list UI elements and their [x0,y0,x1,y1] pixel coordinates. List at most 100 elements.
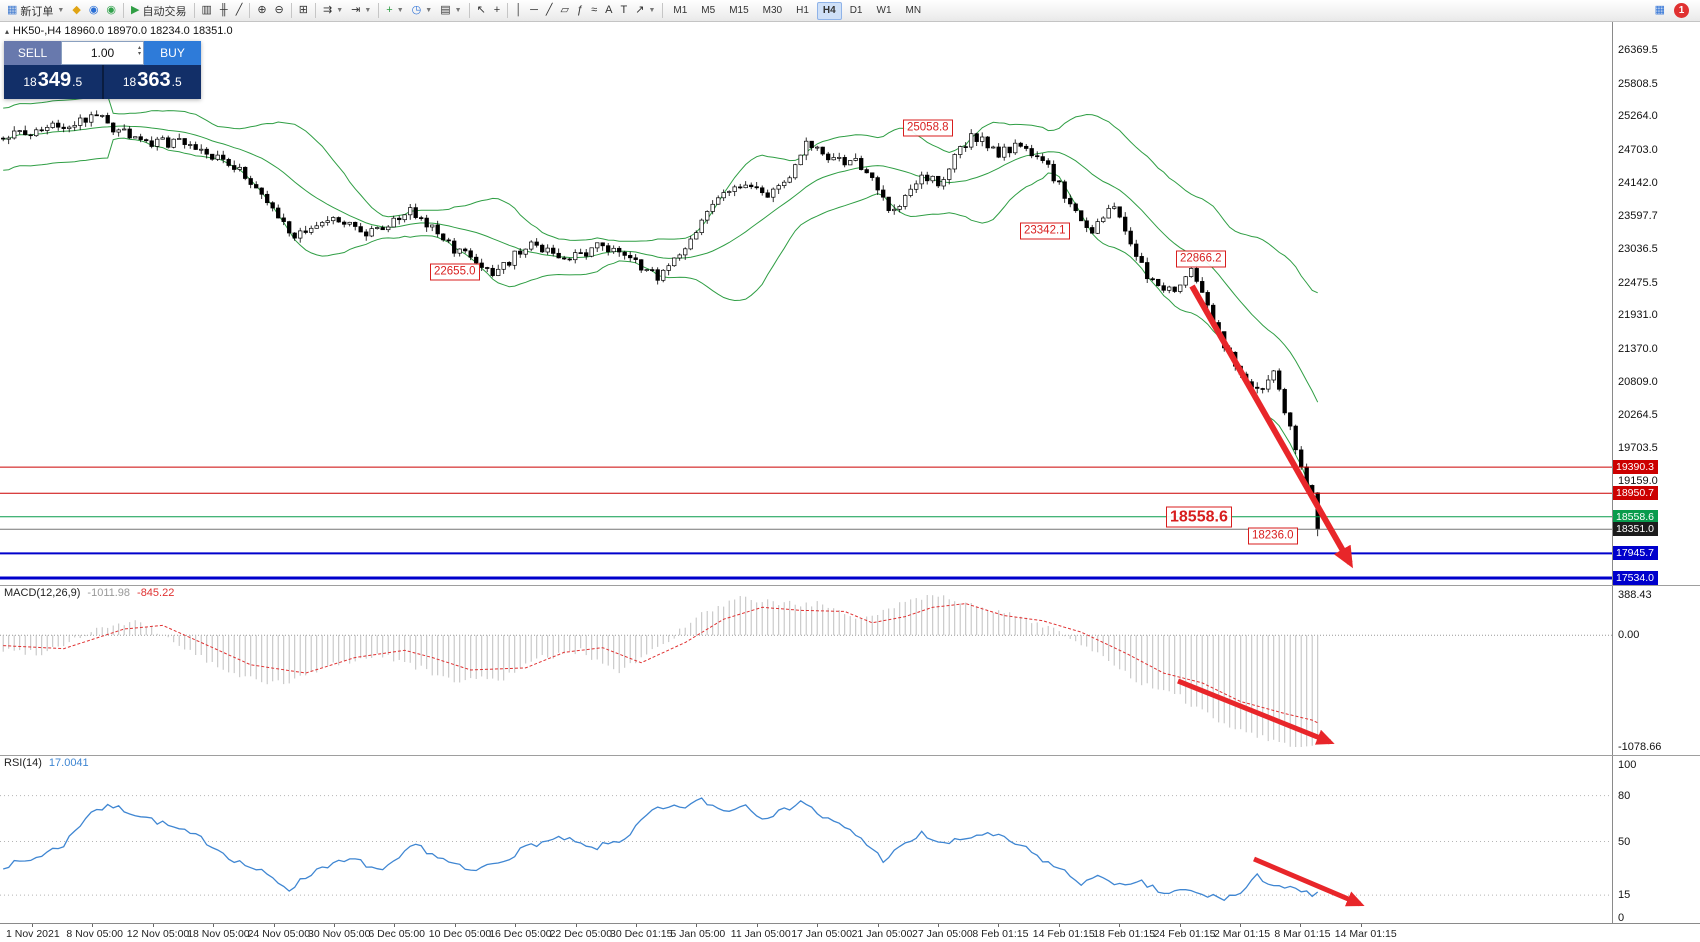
spinner-up-icon[interactable]: ▴ [137,45,141,51]
community-icon[interactable]: ◉ [85,1,103,20]
time-axis-label: 12 Nov 05:00 [126,928,190,940]
trend-arrow [1189,284,1353,569]
zoom-in-icon[interactable]: ⊕ [253,1,270,20]
time-axis-tick [817,924,819,927]
panel-divider[interactable] [0,585,1700,586]
candlestick-chart-type-icon[interactable]: ╫ [216,1,232,20]
time-axis-label: 8 Feb 01:15 [972,928,1029,940]
notification-badge[interactable]: 1 [1674,3,1689,18]
chart-shift-icon[interactable]: ⇥ ▼ [347,1,375,20]
arrows-tool-icon[interactable]: ↗ ▼ [631,1,659,20]
chart-title-text: HK50-,H4 18960.0 18970.0 18234.0 18351.0 [13,25,233,37]
time-axis-label: 1 Nov 2021 [6,928,60,940]
caret-down-icon: ▼ [454,7,462,14]
price-axis-label: 23597.7 [1618,209,1658,222]
time-axis-tick [938,924,939,927]
crosshair-icon-glyph: + [493,4,501,16]
line-chart-type-icon-glyph: ╱ [235,4,243,16]
timeframe-m15-button[interactable]: M15 [729,5,749,16]
buy-price-button[interactable]: 18 363.5 [103,65,201,99]
waves-icon[interactable]: ≈ [587,1,601,20]
toolbar-separator [249,3,251,18]
toolbar-separator [123,3,125,18]
one-click-trading-panel: SELL 1.00 ▴ ▾ BUY 18 349.5 18 363.5 [4,41,201,99]
price-axis-label: 19159.0 [1618,474,1658,487]
timeframe-d1-button[interactable]: D1 [849,5,863,16]
depth-of-market-icon[interactable]: ▦ [1651,1,1669,20]
cursor-icon[interactable]: ↖ [473,1,490,20]
time-axis-label: 5 Jan 05:00 [670,928,726,940]
zoom-out-icon-glyph: ⊖ [274,4,284,16]
timeframe-m1-button[interactable]: M1 [673,5,688,16]
template-button-glyph: ▤ [440,4,451,16]
buy-button[interactable]: BUY [144,41,201,65]
rsi-panel[interactable]: RSI(14) 17.0041 [0,755,1612,923]
bar-chart-type-icon[interactable]: ▥ [198,1,216,20]
time-axis-tick [1300,924,1302,927]
crosshair-icon[interactable]: + [490,1,504,20]
timeframe-w1-button[interactable]: W1 [876,5,892,16]
price-callout-22866.2: 22866.2 [1176,250,1226,268]
price-axis-label: 21931.0 [1618,309,1658,322]
spinner-down-icon[interactable]: ▾ [137,51,141,57]
price-axis-label: 24703.0 [1618,143,1658,156]
macd-scale-label: 0.00 [1618,629,1640,642]
macd-signal-line [3,603,1318,724]
time-axis-label: 22 Dec 05:00 [549,928,613,940]
caret-down-icon: ▼ [57,7,65,14]
horizontal-levels [0,466,1612,580]
main-chart-panel[interactable]: ▴ HK50-,H4 18960.0 18970.0 18234.0 18351… [0,22,1612,585]
fibonacci-icon[interactable]: ƒ [573,1,587,20]
sell-price-button[interactable]: 18 349.5 [4,65,102,99]
horizontal-line-icon[interactable]: ─ [526,1,542,20]
timeframe-h1-button[interactable]: H1 [796,5,809,16]
time-axis-tick [756,924,758,927]
time-axis-tick [32,924,33,927]
vertical-line-icon[interactable]: │ [511,1,526,20]
price-chart-canvas[interactable] [0,22,1612,585]
periods-button[interactable]: ◷ ▼ [408,1,437,20]
panel-divider[interactable] [0,755,1700,756]
chart-shift-icon-glyph: ⇥ [351,4,361,16]
trendline-icon[interactable]: ╱ [542,1,557,20]
volume-spinner[interactable]: ▴ ▾ [138,45,141,57]
toolbar-separator [468,3,470,18]
new-order-button[interactable]: ▦ 新订单 ▼ [3,1,68,20]
line-chart-type-icon[interactable]: ╱ [232,1,247,20]
time-axis-label: 6 Dec 05:00 [368,928,426,940]
rsi-label: RSI(14) 17.0041 [4,757,89,769]
toolbar-separator [507,3,509,18]
buy-price-prefix: 18 [122,75,137,89]
price-tag-19390.3: 19390.3 [1613,460,1658,475]
rsi-canvas[interactable] [0,755,1612,923]
bollinger-bands [3,95,1319,512]
autotrade-button[interactable]: ▶ 自动交易 [127,1,190,20]
text-icon[interactable]: A [601,1,616,20]
template-button[interactable]: ▤ ▼ [436,1,465,20]
time-axis[interactable]: 1 Nov 2021 8 Nov 05:00 12 Nov 05:00 18 Nov … [0,923,1700,942]
equidistant-channel-icon[interactable]: ▱ [557,1,573,20]
timeframe-mn-button[interactable]: MN [905,5,922,16]
volume-input[interactable]: 1.00 ▴ ▾ [61,41,144,65]
add-indicator-button[interactable]: + ▼ [382,1,407,20]
candles-layer [1,110,1320,537]
macd-canvas[interactable] [0,585,1612,755]
price-axis[interactable]: 26369.5 25808.5 25264.0 24703.0 24142.0 23597… [1612,22,1700,924]
time-axis-tick [454,924,456,927]
timeframe-m30-button[interactable]: M30 [762,5,783,16]
auto-scroll-icon[interactable]: ⇉ ▼ [319,1,347,20]
time-axis-label: 2 Mar 01:15 [1214,928,1271,940]
zoom-out-icon[interactable]: ⊖ [271,1,288,20]
tile-windows-icon[interactable]: ⊞ [295,1,312,20]
timeframe-m5-button[interactable]: M5 [701,5,716,16]
label-icon[interactable]: T [617,1,632,20]
macd-panel[interactable]: MACD(12,26,9) -1011.98 -845.22 [0,585,1612,755]
globe-icon[interactable]: ◉ [102,1,120,20]
vertical-line-icon-glyph: │ [515,4,523,16]
price-axis-label: 25808.5 [1618,77,1658,90]
timeframe-h4-button[interactable]: H4 [816,1,842,20]
time-axis-tick [877,924,879,927]
mql5-icon[interactable]: ◆ [68,1,84,20]
time-axis-label: 24 Nov 05:00 [247,928,311,940]
sell-button[interactable]: SELL [4,41,61,65]
